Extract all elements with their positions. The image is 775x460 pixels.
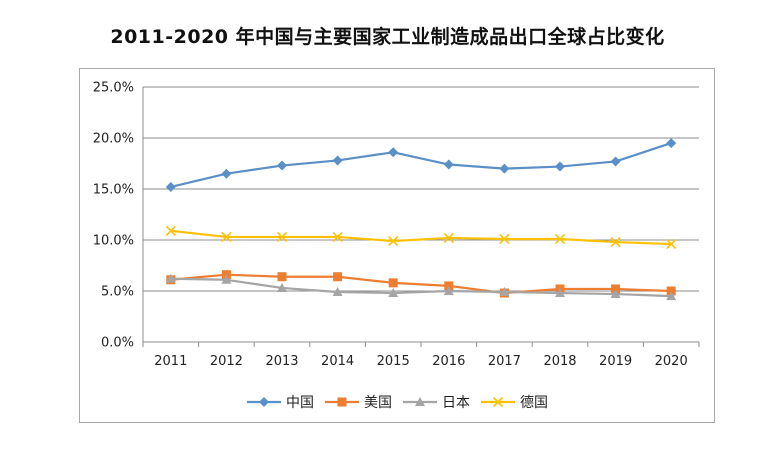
series-line-3 bbox=[170, 229, 672, 246]
data-point bbox=[332, 287, 343, 297]
data-point bbox=[666, 239, 677, 250]
data-point bbox=[555, 288, 565, 298]
data-point bbox=[221, 274, 232, 284]
x-tick-label: 2013 bbox=[265, 354, 298, 369]
y-tick-label: 10.0% bbox=[93, 234, 134, 249]
legend-marker bbox=[492, 396, 504, 408]
data-point bbox=[388, 235, 399, 247]
x-tick-label: 2014 bbox=[321, 354, 354, 369]
x-tick-label: 2018 bbox=[543, 354, 576, 369]
data-point bbox=[444, 281, 454, 291]
data-point bbox=[333, 272, 343, 282]
data-point bbox=[332, 155, 343, 166]
data-point bbox=[666, 138, 677, 149]
data-point bbox=[666, 286, 676, 296]
data-point bbox=[443, 232, 454, 244]
data-point bbox=[555, 161, 565, 172]
data-point bbox=[277, 282, 287, 292]
x-tick-label: 2016 bbox=[432, 354, 465, 369]
x-tick-label: 2012 bbox=[210, 354, 243, 369]
series-line-0 bbox=[170, 142, 672, 189]
data-point bbox=[165, 181, 176, 192]
y-tick-label: 15.0% bbox=[93, 183, 134, 198]
legend-label: 德国 bbox=[520, 395, 548, 411]
data-point bbox=[443, 159, 454, 170]
y-tick-label: 20.0% bbox=[93, 132, 134, 147]
series-line-2 bbox=[170, 277, 672, 298]
data-point bbox=[276, 231, 288, 243]
x-tick-label: 2020 bbox=[655, 354, 688, 369]
data-point bbox=[388, 147, 399, 158]
legend-label: 中国 bbox=[286, 395, 314, 411]
data-point bbox=[443, 286, 454, 295]
series-line-1 bbox=[170, 273, 672, 295]
data-point bbox=[554, 233, 566, 245]
chart-frame bbox=[79, 68, 715, 423]
data-point bbox=[332, 231, 343, 243]
data-point bbox=[221, 231, 232, 243]
y-tick-label: 25.0% bbox=[93, 81, 134, 96]
data-point bbox=[610, 289, 621, 299]
data-point bbox=[388, 278, 398, 288]
x-tick-label: 2015 bbox=[377, 354, 410, 369]
y-tick-label: 0.0% bbox=[101, 336, 134, 351]
data-point bbox=[610, 236, 621, 248]
data-point bbox=[165, 273, 176, 283]
x-tick-label: 2019 bbox=[599, 354, 632, 369]
data-point bbox=[165, 225, 176, 236]
data-point bbox=[611, 284, 621, 294]
data-point bbox=[388, 288, 399, 298]
data-point bbox=[610, 156, 621, 167]
data-point bbox=[499, 163, 510, 174]
legend-marker bbox=[259, 397, 269, 407]
data-point bbox=[277, 272, 287, 282]
data-point bbox=[221, 270, 231, 280]
data-point bbox=[499, 287, 510, 297]
legend-label: 日本 bbox=[442, 395, 470, 411]
data-point bbox=[221, 168, 232, 179]
data-point bbox=[499, 233, 510, 245]
data-point bbox=[277, 160, 287, 171]
chart-title: 2011-2020 年中国与主要国家工业制造成品出口全球占比变化 bbox=[110, 26, 665, 48]
data-point bbox=[666, 291, 677, 301]
legend-marker bbox=[415, 397, 425, 406]
legend-marker bbox=[337, 397, 347, 407]
x-tick-label: 2017 bbox=[488, 354, 521, 369]
y-tick-label: 5.0% bbox=[101, 285, 134, 300]
legend-label: 美国 bbox=[364, 395, 392, 411]
x-tick-label: 2011 bbox=[154, 354, 187, 369]
